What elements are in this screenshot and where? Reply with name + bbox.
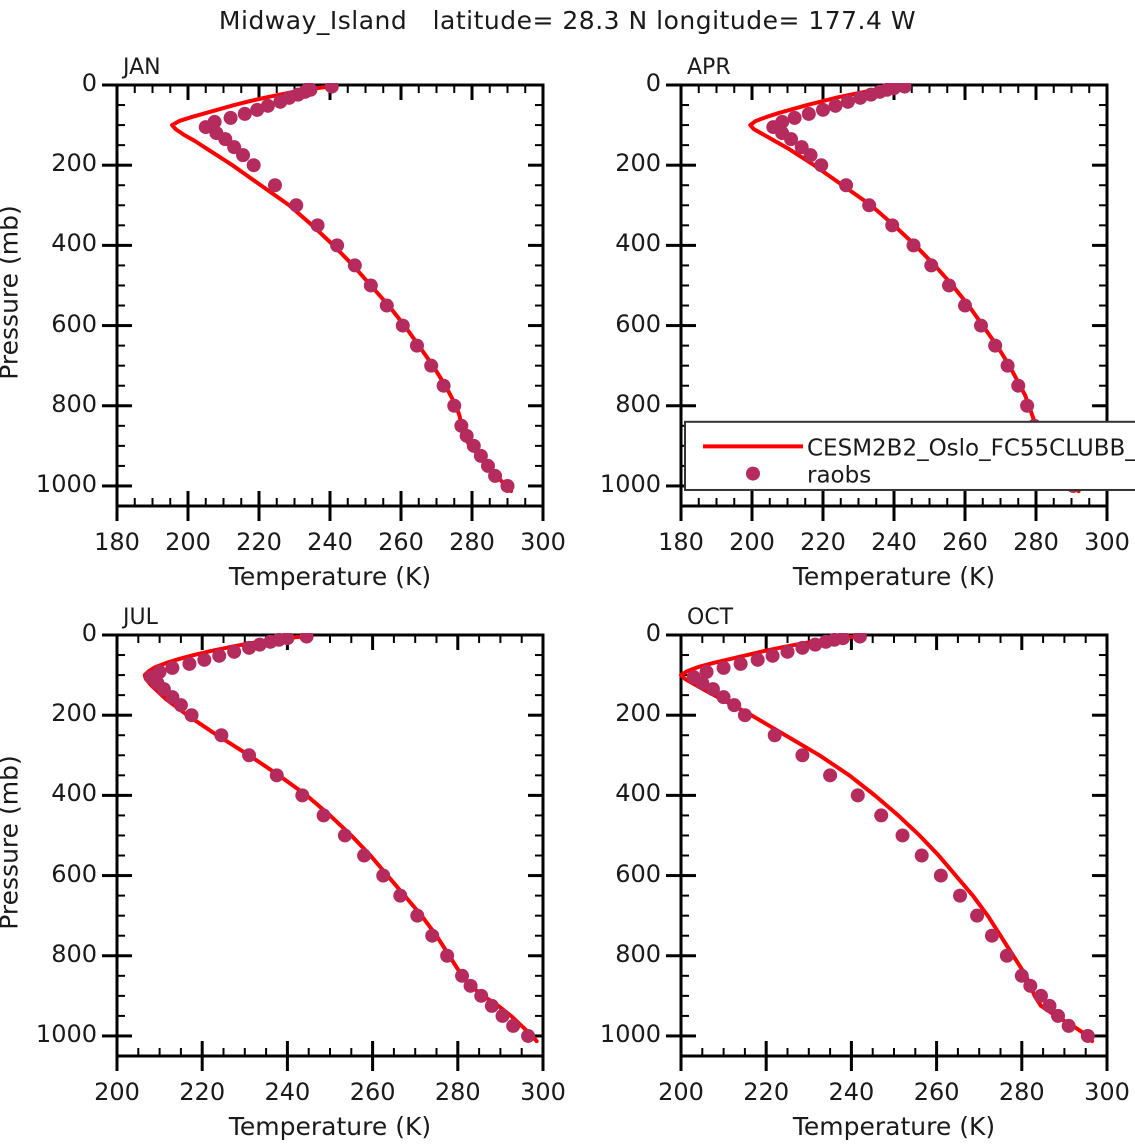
panel-label-jul: JUL <box>123 605 158 630</box>
x-tick-label: 220 <box>236 528 282 556</box>
plot-apr: CESM2B2_Oslo_FC55CLUBB_betcraobs <box>666 83 1135 521</box>
y-tick-label: 400 <box>615 229 661 258</box>
panel-oct: OCT 200 220 240 260 280 300 0 200 400 600 800 1000 Te… <box>571 595 1135 1146</box>
y-tick-label: 400 <box>615 779 661 808</box>
x-tick-label: 260 <box>942 528 988 556</box>
x-tick-label: 200 <box>658 1078 704 1106</box>
y-tick-label: 0 <box>81 69 97 97</box>
y-axis-label: Pressure (mb) <box>0 204 24 380</box>
x-tick-label: 220 <box>743 1078 790 1106</box>
y-tick-label: 1000 <box>35 469 97 498</box>
panel-label-apr: APR <box>687 55 731 80</box>
panel-label-jan: JAN <box>123 55 161 80</box>
y-tick-label: 600 <box>615 309 661 338</box>
y-tick-label: 1000 <box>599 1019 661 1048</box>
x-tick-label: 260 <box>349 1078 396 1106</box>
panel-apr: CESM2B2_Oslo_FC55CLUBB_betcraobs APR 180 20… <box>571 45 1135 596</box>
y-tick-label: 0 <box>645 69 661 97</box>
y-tick-label: 600 <box>615 859 661 888</box>
y-tick-label: 800 <box>51 939 97 968</box>
y-tick-label: 800 <box>51 389 97 418</box>
y-tick-label: 600 <box>51 859 97 888</box>
y-tick-label: 1000 <box>35 1019 97 1048</box>
x-tick-label: 220 <box>179 1078 226 1106</box>
y-tick-label: 0 <box>81 619 97 647</box>
x-tick-label: 200 <box>729 528 775 556</box>
x-axis-label: Temperature (K) <box>228 562 432 591</box>
x-tick-label: 280 <box>449 528 495 556</box>
x-tick-label: 240 <box>307 528 353 556</box>
x-tick-label: 300 <box>520 1078 566 1106</box>
series-markers-raobs <box>686 633 1095 1043</box>
y-tick-label: 200 <box>615 149 661 178</box>
y-tick-label: 800 <box>615 389 661 418</box>
x-tick-label: 300 <box>520 528 566 556</box>
panel-jan: JAN 180 200 220 240 260 280 300 0 200 400 600 800 100… <box>0 45 583 596</box>
x-tick-label: 200 <box>94 1078 140 1106</box>
x-tick-label: 280 <box>434 1078 481 1106</box>
x-tick-label: 240 <box>828 1078 875 1106</box>
x-axis-label: Temperature (K) <box>792 562 996 591</box>
legend-label-raobs: raobs <box>807 463 871 489</box>
plot-jan <box>102 83 545 521</box>
x-tick-label: 180 <box>94 528 140 556</box>
legend: CESM2B2_Oslo_FC55CLUBB_betcraobs <box>684 420 1135 491</box>
y-tick-label: 1000 <box>599 469 661 498</box>
y-tick-label: 200 <box>51 699 97 728</box>
x-tick-label: 300 <box>1084 1078 1130 1106</box>
y-axis-label: Pressure (mb) <box>0 754 24 930</box>
x-tick-label: 240 <box>871 528 917 556</box>
y-tick-label: 200 <box>615 699 661 728</box>
plot-oct <box>666 633 1109 1071</box>
x-tick-label: 280 <box>1013 528 1059 556</box>
x-tick-label: 240 <box>264 1078 311 1106</box>
y-tick-label: 600 <box>51 309 97 338</box>
x-tick-label: 260 <box>378 528 424 556</box>
y-tick-label: 800 <box>615 939 661 968</box>
x-tick-label: 280 <box>998 1078 1045 1106</box>
y-tick-label: 400 <box>51 229 97 258</box>
plot-jul <box>102 633 545 1071</box>
x-tick-label: 220 <box>800 528 846 556</box>
x-tick-label: 300 <box>1084 528 1130 556</box>
panel-jul: JUL 200 220 240 260 280 300 0 200 400 600 800 1000 Te… <box>0 595 583 1146</box>
x-axis-label: Temperature (K) <box>792 1112 996 1141</box>
series-markers-raobs <box>198 83 515 493</box>
y-tick-label: 0 <box>645 619 661 647</box>
x-tick-label: 180 <box>658 528 704 556</box>
y-tick-label: 200 <box>51 149 97 178</box>
x-tick-label: 260 <box>913 1078 960 1106</box>
series-markers-raobs <box>144 633 536 1043</box>
x-tick-label: 200 <box>165 528 211 556</box>
y-tick-label: 400 <box>51 779 97 808</box>
figure-title: Midway_Island latitude= 28.3 N longitude… <box>218 6 917 35</box>
x-axis-label: Temperature (K) <box>228 1112 432 1141</box>
panel-label-oct: OCT <box>687 605 734 630</box>
legend-label-model: CESM2B2_Oslo_FC55CLUBB_betc <box>807 435 1135 461</box>
